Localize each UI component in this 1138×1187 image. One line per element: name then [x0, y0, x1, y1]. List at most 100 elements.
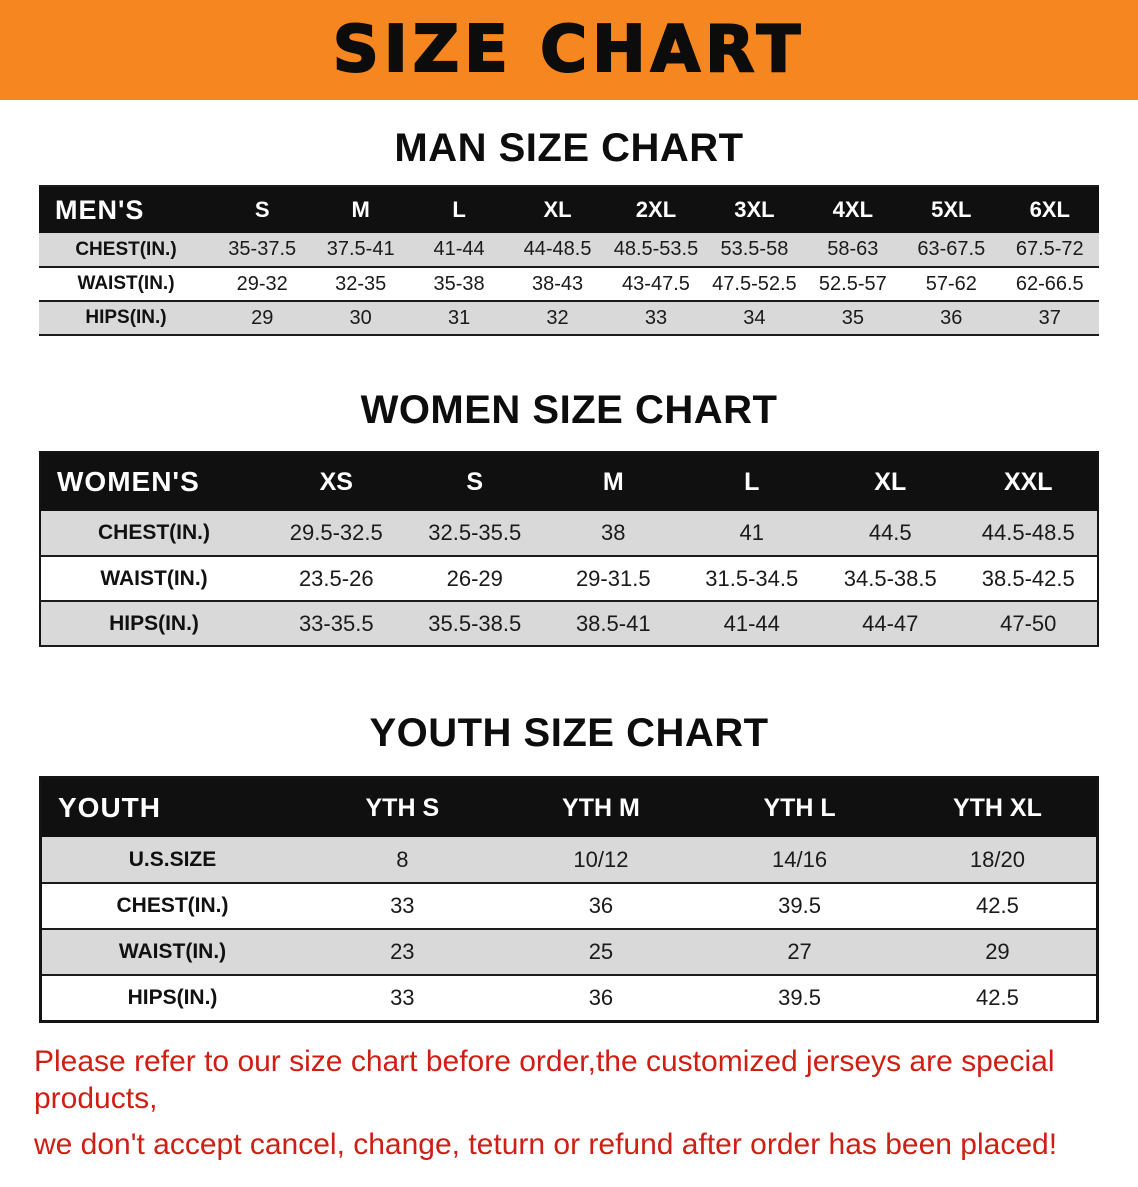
- size-header-cell: M: [311, 186, 409, 233]
- size-value-cell: 36: [902, 301, 1000, 335]
- size-value-cell: 29: [899, 929, 1098, 975]
- size-value-cell: 33: [303, 883, 502, 929]
- size-value-cell: 36: [502, 883, 701, 929]
- size-header-cell: 2XL: [607, 186, 705, 233]
- row-label-cell: WAIST(IN.): [41, 929, 304, 975]
- size-header-cell: S: [406, 452, 545, 511]
- size-value-cell: 47-50: [960, 601, 1099, 646]
- size-header-cell: YTH XL: [899, 778, 1098, 838]
- size-value-cell: 36: [502, 975, 701, 1021]
- size-value-cell: 57-62: [902, 267, 1000, 301]
- size-value-cell: 23.5-26: [267, 556, 406, 601]
- size-header-cell: 4XL: [804, 186, 902, 233]
- size-value-cell: 42.5: [899, 975, 1098, 1021]
- disclaimer-line: Please refer to our size chart before or…: [34, 1043, 1104, 1118]
- size-value-cell: 37: [1001, 301, 1100, 335]
- size-value-cell: 23: [303, 929, 502, 975]
- size-value-cell: 39.5: [700, 883, 899, 929]
- size-value-cell: 35-37.5: [213, 233, 311, 267]
- size-value-cell: 38: [544, 511, 683, 556]
- size-value-cell: 27: [700, 929, 899, 975]
- size-value-cell: 58-63: [804, 233, 902, 267]
- size-value-cell: 38.5-41: [544, 601, 683, 646]
- size-value-cell: 48.5-53.5: [607, 233, 705, 267]
- size-value-cell: 33: [303, 975, 502, 1021]
- size-value-cell: 67.5-72: [1001, 233, 1100, 267]
- size-value-cell: 35: [804, 301, 902, 335]
- disclaimer-line: we don't accept cancel, change, teturn o…: [34, 1126, 1104, 1164]
- size-value-cell: 44.5-48.5: [960, 511, 1099, 556]
- size-value-cell: 47.5-52.5: [705, 267, 803, 301]
- size-value-cell: 18/20: [899, 837, 1098, 883]
- size-value-cell: 44-47: [821, 601, 960, 646]
- row-label-cell: CHEST(IN.): [41, 883, 304, 929]
- size-value-cell: 32-35: [311, 267, 409, 301]
- size-header-cell: XL: [508, 186, 606, 233]
- size-value-cell: 29-32: [213, 267, 311, 301]
- table-title-cell: MEN'S: [39, 186, 213, 233]
- size-value-cell: 42.5: [899, 883, 1098, 929]
- size-value-cell: 44.5: [821, 511, 960, 556]
- size-value-cell: 41-44: [683, 601, 822, 646]
- size-value-cell: 44-48.5: [508, 233, 606, 267]
- size-header-cell: 6XL: [1001, 186, 1100, 233]
- size-header-cell: XXL: [960, 452, 1099, 511]
- size-value-cell: 29.5-32.5: [267, 511, 406, 556]
- size-value-cell: 37.5-41: [311, 233, 409, 267]
- table-title-cell: WOMEN'S: [40, 452, 267, 511]
- size-header-cell: YTH M: [502, 778, 701, 838]
- size-value-cell: 52.5-57: [804, 267, 902, 301]
- size-value-cell: 14/16: [700, 837, 899, 883]
- size-value-cell: 31: [410, 301, 508, 335]
- row-label-cell: WAIST(IN.): [39, 267, 213, 301]
- size-header-cell: M: [544, 452, 683, 511]
- size-header-cell: 5XL: [902, 186, 1000, 233]
- size-value-cell: 33-35.5: [267, 601, 406, 646]
- size-value-cell: 31.5-34.5: [683, 556, 822, 601]
- size-value-cell: 32.5-35.5: [406, 511, 545, 556]
- size-header-cell: YTH S: [303, 778, 502, 838]
- size-value-cell: 35-38: [410, 267, 508, 301]
- size-value-cell: 34.5-38.5: [821, 556, 960, 601]
- size-value-cell: 29: [213, 301, 311, 335]
- banner: SIZE CHART: [0, 0, 1138, 100]
- row-label-cell: HIPS(IN.): [40, 601, 267, 646]
- size-header-cell: YTH L: [700, 778, 899, 838]
- row-label-cell: CHEST(IN.): [40, 511, 267, 556]
- size-value-cell: 38.5-42.5: [960, 556, 1099, 601]
- row-label-cell: U.S.SIZE: [41, 837, 304, 883]
- size-value-cell: 41-44: [410, 233, 508, 267]
- size-header-cell: L: [410, 186, 508, 233]
- size-value-cell: 35.5-38.5: [406, 601, 545, 646]
- size-header-cell: XL: [821, 452, 960, 511]
- size-header-cell: 3XL: [705, 186, 803, 233]
- size-header-cell: XS: [267, 452, 406, 511]
- size-value-cell: 41: [683, 511, 822, 556]
- size-value-cell: 30: [311, 301, 409, 335]
- size-value-cell: 63-67.5: [902, 233, 1000, 267]
- row-label-cell: CHEST(IN.): [39, 233, 213, 267]
- size-value-cell: 8: [303, 837, 502, 883]
- row-label-cell: WAIST(IN.): [40, 556, 267, 601]
- size-header-cell: S: [213, 186, 311, 233]
- disclaimer: Please refer to our size chart before or…: [0, 1043, 1138, 1187]
- size-value-cell: 29-31.5: [544, 556, 683, 601]
- youth-section-heading: YOUTH SIZE CHART: [0, 711, 1138, 756]
- size-value-cell: 53.5-58: [705, 233, 803, 267]
- table-title-cell: YOUTH: [41, 778, 304, 838]
- size-value-cell: 39.5: [700, 975, 899, 1021]
